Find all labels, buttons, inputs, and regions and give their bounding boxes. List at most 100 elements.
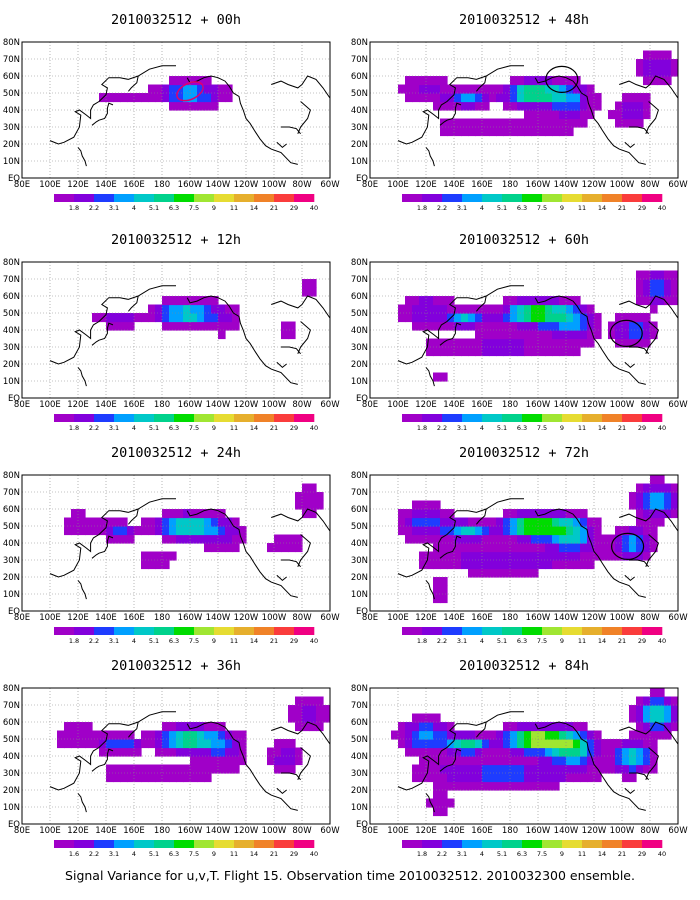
- lat-tick-label: 60N: [351, 292, 368, 302]
- colorbar-label: 9: [212, 204, 216, 212]
- colorbar-label: 9: [212, 850, 216, 858]
- lon-tick-label: 160W: [526, 180, 551, 190]
- lat-tick-label: 30N: [3, 123, 20, 133]
- colorbar-swatch: [74, 627, 95, 635]
- lat-tick-label: 80N: [351, 471, 368, 481]
- lon-tick-label: 180: [154, 400, 170, 410]
- lat-tick-label: 20N: [351, 786, 368, 796]
- lon-tick-label: 80W: [640, 180, 660, 190]
- colorbar: 1.8 2.2 3.1 4 5.1 6.3 7.5 9 11 14 21 29 40: [54, 414, 318, 432]
- lon-tick-label: 100E: [387, 400, 409, 410]
- lon-tick-label: 140E: [95, 613, 117, 623]
- lat-tick-label: 60N: [351, 718, 368, 728]
- colorbar-label: 7.5: [189, 637, 199, 645]
- lon-tick-label: 160E: [471, 826, 493, 836]
- lon-tick-label: 100E: [387, 826, 409, 836]
- lat-tick-label: EQ: [356, 820, 368, 830]
- colorbar-swatch: [522, 194, 543, 202]
- colorbar-swatch: [602, 194, 623, 202]
- colorbar-label: 7.5: [189, 204, 199, 212]
- colorbar-swatch: [402, 627, 423, 635]
- lat-tick-label: 60N: [3, 718, 20, 728]
- colorbar-swatch: [562, 414, 583, 422]
- map-frame: [369, 474, 679, 612]
- colorbar-label: 9: [560, 637, 564, 645]
- panel-title: 2010032512 + 12h: [111, 232, 241, 248]
- lon-tick-label: 160W: [178, 180, 203, 190]
- colorbar-swatch: [602, 840, 623, 848]
- lat-tick-label: 50N: [351, 735, 368, 745]
- colorbar-label: 11: [578, 850, 586, 858]
- colorbar-swatch: [482, 194, 503, 202]
- lon-tick-label: 180: [154, 613, 170, 623]
- lon-tick-label: 100E: [39, 180, 61, 190]
- colorbar-swatch: [502, 627, 523, 635]
- colorbar-label: 2.2: [437, 637, 447, 645]
- map-grid: [370, 42, 678, 178]
- colorbar-swatch: [214, 414, 235, 422]
- lon-tick-label: 160E: [471, 613, 493, 623]
- lat-tick-label: 60N: [351, 72, 368, 82]
- colorbar-swatch: [54, 627, 75, 635]
- colorbar-swatch: [74, 194, 95, 202]
- colorbar-label: 29: [638, 424, 646, 432]
- lon-tick-label: 100E: [39, 400, 61, 410]
- colorbar-label: 4: [480, 204, 484, 212]
- map-panel: 2010032512 + 72h 80E 100E 120E 140E 160E 180 16…: [351, 445, 688, 645]
- lon-tick-label: 180: [154, 180, 170, 190]
- lon-tick-label: 100W: [262, 613, 287, 623]
- colorbar-swatch: [622, 194, 643, 202]
- variance-field: [64, 483, 324, 570]
- colorbar-label: 4: [132, 204, 136, 212]
- colorbar-swatch: [502, 414, 523, 422]
- lon-tick-label: 120W: [582, 613, 607, 623]
- colorbar-label: 6.3: [517, 424, 527, 432]
- colorbar-swatch: [194, 840, 215, 848]
- lon-tick-label: 120E: [67, 180, 89, 190]
- colorbar-swatch: [234, 194, 255, 202]
- colorbar-label: 14: [250, 204, 258, 212]
- variance-field: [398, 270, 678, 382]
- colorbar-swatch: [562, 194, 583, 202]
- colorbar-swatch: [274, 627, 295, 635]
- lon-tick-label: 180: [502, 613, 518, 623]
- lat-tick-label: 40N: [3, 326, 20, 336]
- colorbar-label: 4: [480, 637, 484, 645]
- lon-tick-label: 120W: [582, 180, 607, 190]
- lon-tick-label: 80W: [640, 826, 660, 836]
- lat-tick-label: 70N: [3, 488, 20, 498]
- panel-title: 2010032512 + 24h: [111, 445, 241, 461]
- lon-tick-label: 80W: [640, 400, 660, 410]
- map-panel: 2010032512 + 36h 80E 100E 120E 140E 160E 180 16…: [3, 658, 340, 858]
- variance-field: [92, 279, 317, 340]
- lon-tick-label: 80W: [292, 400, 312, 410]
- colorbar-swatch: [154, 414, 175, 422]
- lon-tick-label: 180: [154, 826, 170, 836]
- colorbar-swatch: [422, 194, 443, 202]
- colorbar-swatch: [442, 194, 463, 202]
- colorbar-swatch: [402, 194, 423, 202]
- colorbar-swatch: [622, 840, 643, 848]
- colorbar-label: 5.1: [497, 424, 507, 432]
- lon-tick-label: 80E: [362, 613, 378, 623]
- lat-tick-label: 60N: [3, 505, 20, 515]
- lat-tick-label: 30N: [3, 769, 20, 779]
- colorbar-label: 14: [598, 850, 606, 858]
- lat-tick-label: 80N: [351, 38, 368, 48]
- colorbar-swatch: [582, 194, 603, 202]
- colorbar-swatch: [642, 414, 663, 422]
- lat-tick-label: 40N: [351, 539, 368, 549]
- lon-tick-label: 140W: [554, 180, 579, 190]
- lon-tick-label: 140E: [443, 180, 465, 190]
- lon-tick-label: 140E: [95, 826, 117, 836]
- colorbar-swatch: [154, 840, 175, 848]
- colorbar-label: 29: [638, 850, 646, 858]
- lat-tick-label: EQ: [356, 174, 368, 184]
- lon-tick-label: 100W: [262, 400, 287, 410]
- colorbar-swatch: [194, 627, 215, 635]
- colorbar-label: 11: [578, 204, 586, 212]
- lat-tick-label: 50N: [3, 522, 20, 532]
- coastline: [397, 65, 678, 167]
- lon-tick-label: 80E: [362, 826, 378, 836]
- lon-tick-label: 120W: [234, 826, 259, 836]
